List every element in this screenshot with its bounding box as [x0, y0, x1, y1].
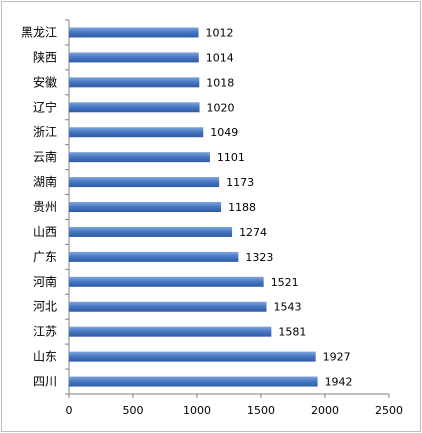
category-label: 山西: [33, 225, 57, 239]
chart-axes: 0 500 1000 1500 2000 2500: [65, 19, 403, 417]
value-label: 1173: [226, 176, 254, 189]
category-label: 四川: [33, 375, 57, 389]
category-label: 安徽: [33, 74, 57, 89]
category-label: 湖南: [33, 174, 57, 189]
x-tick-label: 0: [66, 404, 73, 417]
value-label: 1521: [271, 276, 299, 289]
category-label: 黑龙江: [21, 25, 57, 39]
bar: [69, 177, 220, 188]
x-tick-label: 1000: [183, 404, 211, 417]
value-label: 1942: [325, 376, 353, 389]
bar: [69, 77, 200, 88]
bar: [69, 301, 267, 312]
category-label: 山东: [33, 350, 57, 364]
value-label: 1581: [278, 326, 306, 339]
value-label: 1274: [239, 226, 267, 239]
bar: [69, 27, 199, 38]
category-label: 浙江: [33, 125, 57, 139]
category-label: 贵州: [33, 200, 57, 214]
bar: [69, 102, 200, 113]
x-tick-label: 2000: [311, 404, 339, 417]
value-label: 1049: [210, 126, 238, 139]
bar: [69, 351, 316, 362]
value-label: 1323: [245, 251, 273, 264]
value-label: 1927: [323, 351, 351, 364]
bar: [69, 52, 199, 63]
bar: [69, 202, 222, 212]
value-label: 1012: [206, 26, 234, 39]
bar: [69, 127, 204, 138]
chart-labels: 黑龙江 1012 陕西 1014 安徽 1018 辽宁 1020 浙江 1049 云南 1101 湖南 1…: [21, 25, 353, 388]
value-label: 1543: [274, 301, 302, 314]
bar: [69, 152, 210, 163]
x-tick-label: 2500: [375, 404, 403, 417]
value-label: 1101: [217, 151, 245, 164]
bar: [69, 326, 272, 337]
category-label: 江苏: [33, 325, 57, 339]
x-tick-label: 1500: [247, 404, 275, 417]
category-label: 河北: [33, 300, 57, 314]
category-label: 陕西: [33, 49, 57, 64]
bar: [69, 251, 239, 262]
category-label: 辽宁: [33, 99, 57, 114]
value-label: 1018: [206, 76, 234, 89]
x-tick-label: 500: [123, 404, 144, 417]
category-label: 云南: [33, 149, 57, 164]
value-label: 1014: [206, 51, 234, 64]
chart-bars: [69, 27, 318, 387]
value-label: 1020: [207, 101, 235, 114]
bar: [69, 376, 318, 387]
value-label: 1188: [228, 201, 256, 214]
bar: [69, 226, 233, 237]
category-label: 河南: [33, 274, 57, 289]
category-label: 广东: [33, 250, 57, 264]
bar: [69, 276, 264, 287]
